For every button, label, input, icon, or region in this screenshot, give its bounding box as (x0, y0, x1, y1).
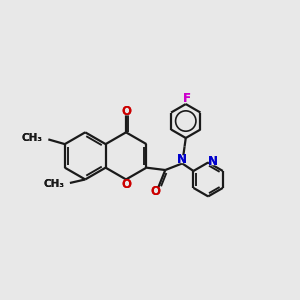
Text: CH₃: CH₃ (21, 133, 42, 143)
Text: N: N (208, 155, 218, 168)
FancyBboxPatch shape (183, 95, 191, 103)
Text: N: N (208, 155, 218, 168)
Text: O: O (151, 185, 161, 198)
FancyBboxPatch shape (122, 180, 130, 188)
Text: F: F (183, 92, 191, 105)
Text: N: N (177, 153, 187, 166)
FancyBboxPatch shape (152, 188, 160, 196)
FancyBboxPatch shape (178, 155, 186, 163)
Text: CH₃: CH₃ (21, 133, 42, 143)
Text: O: O (121, 178, 131, 191)
Text: O: O (121, 178, 131, 191)
Text: F: F (183, 92, 191, 105)
Text: O: O (121, 105, 131, 118)
FancyBboxPatch shape (122, 107, 130, 116)
Text: O: O (151, 185, 161, 198)
Text: CH₃: CH₃ (43, 179, 64, 189)
Text: CH₃: CH₃ (43, 179, 64, 189)
FancyBboxPatch shape (209, 157, 217, 165)
Text: N: N (177, 153, 187, 166)
Text: O: O (121, 105, 131, 118)
